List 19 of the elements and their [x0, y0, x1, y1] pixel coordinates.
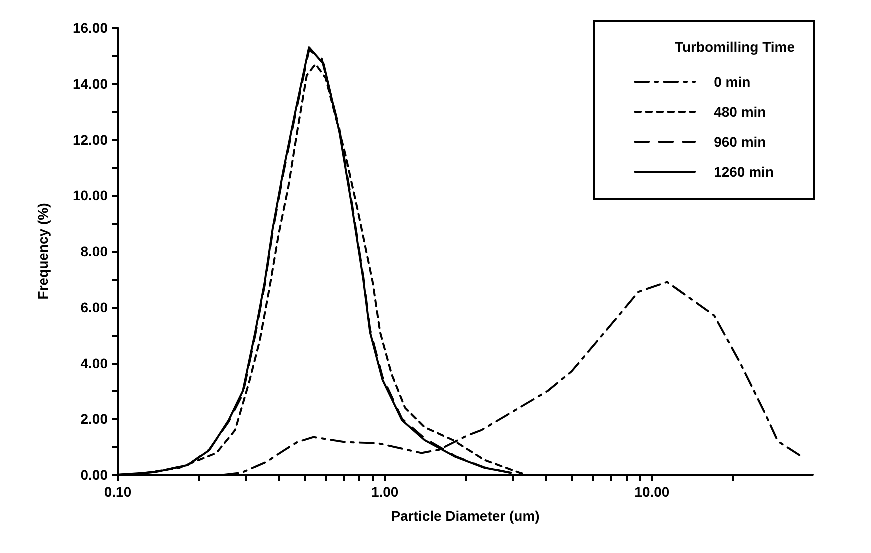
y-tick-label: 2.00	[80, 411, 108, 428]
y-tick-label: 0.00	[80, 467, 108, 483]
legend-label: 1260 min	[714, 164, 774, 180]
y-axis-title: Frequency (%)	[35, 203, 51, 300]
y-tick-label: 6.00	[80, 299, 108, 316]
x-tick-label: 10.00	[634, 484, 670, 500]
x-tick-label: 0.10	[104, 484, 132, 500]
y-tick-label: 10.00	[72, 188, 108, 204]
legend-label: 480 min	[714, 104, 766, 120]
legend-label: 960 min	[714, 134, 766, 150]
legend-title: Turbomilling Time	[674, 39, 796, 55]
x-tick-label: 1.00	[371, 484, 399, 500]
x-axis-title: Particle Diameter (um)	[391, 508, 540, 524]
y-tick-label: 8.00	[80, 244, 108, 260]
y-tick-label: 14.00	[72, 76, 108, 92]
legend-label: 0 min	[714, 74, 751, 90]
y-tick-label: 12.00	[72, 132, 108, 148]
y-tick-label: 4.00	[80, 355, 108, 372]
y-tick-label: 16.00	[72, 20, 108, 36]
